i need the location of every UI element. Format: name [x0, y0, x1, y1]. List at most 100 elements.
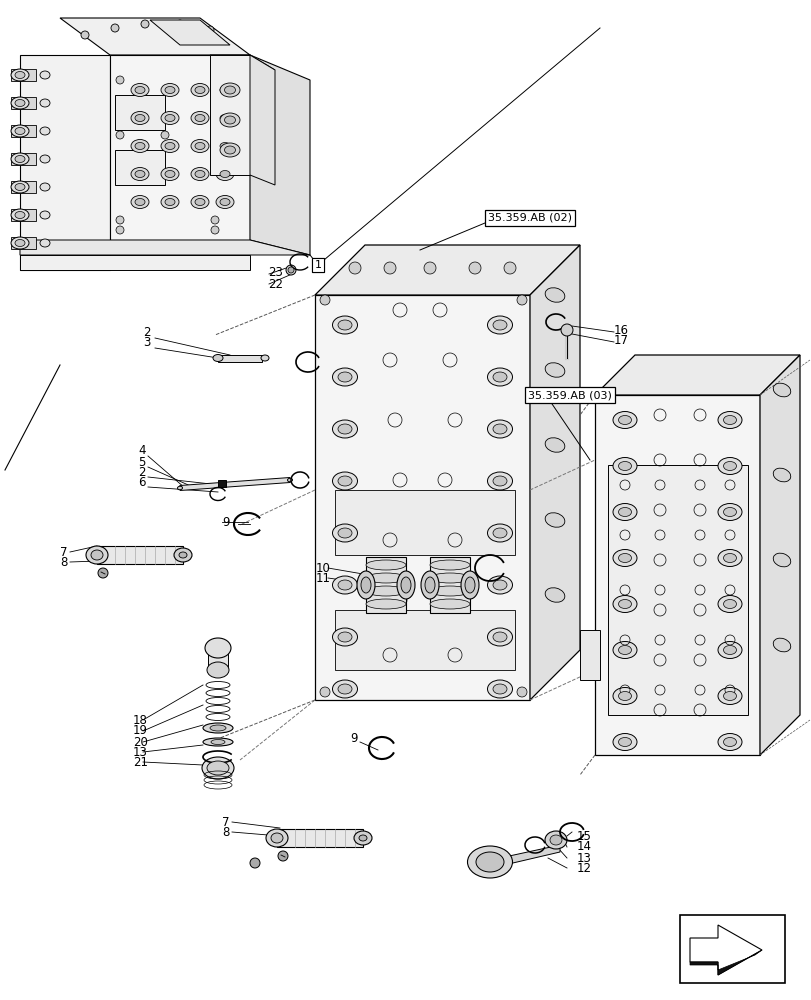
Bar [335, 490, 514, 555]
Polygon shape [250, 55, 310, 255]
Polygon shape [366, 557, 406, 613]
Ellipse shape [492, 684, 506, 694]
Ellipse shape [40, 127, 50, 135]
Polygon shape [594, 355, 799, 395]
Ellipse shape [15, 72, 25, 79]
Bar [11, 125, 36, 137]
Polygon shape [20, 55, 109, 270]
Text: 3: 3 [143, 336, 150, 350]
Ellipse shape [220, 113, 240, 127]
Ellipse shape [430, 599, 470, 609]
Ellipse shape [544, 588, 564, 602]
Circle shape [250, 858, 260, 868]
Ellipse shape [618, 738, 631, 746]
Ellipse shape [40, 155, 50, 163]
Bar [217, 480, 225, 487]
Ellipse shape [165, 114, 175, 121]
Circle shape [285, 265, 296, 275]
Ellipse shape [549, 835, 561, 845]
Ellipse shape [161, 111, 178, 124]
Ellipse shape [717, 550, 741, 566]
Ellipse shape [361, 577, 371, 593]
Ellipse shape [544, 288, 564, 302]
Ellipse shape [337, 580, 351, 590]
Ellipse shape [618, 692, 631, 700]
Ellipse shape [717, 504, 741, 520]
Ellipse shape [492, 528, 506, 538]
Ellipse shape [358, 835, 367, 841]
Ellipse shape [487, 576, 512, 594]
Text: 19: 19 [133, 724, 148, 738]
Ellipse shape [332, 524, 357, 542]
Ellipse shape [487, 524, 512, 542]
Ellipse shape [612, 642, 636, 658]
Ellipse shape [337, 372, 351, 382]
Circle shape [320, 687, 329, 697]
Polygon shape [217, 355, 262, 362]
Circle shape [211, 76, 219, 84]
Circle shape [277, 851, 288, 861]
Text: 12: 12 [577, 861, 591, 874]
Ellipse shape [487, 420, 512, 438]
Ellipse shape [11, 97, 29, 109]
Ellipse shape [203, 723, 233, 733]
Ellipse shape [401, 577, 410, 593]
Ellipse shape [131, 139, 148, 152]
Text: 23: 23 [268, 266, 282, 279]
Bar [607, 465, 747, 715]
Ellipse shape [161, 84, 178, 97]
Text: 7: 7 [221, 816, 230, 828]
Ellipse shape [40, 239, 50, 247]
Ellipse shape [366, 573, 406, 583]
Ellipse shape [135, 170, 145, 178]
Ellipse shape [723, 738, 736, 746]
Circle shape [116, 226, 124, 234]
Circle shape [176, 20, 184, 28]
Ellipse shape [220, 87, 230, 94]
Bar [11, 237, 36, 249]
Circle shape [211, 226, 219, 234]
Ellipse shape [723, 599, 736, 608]
Ellipse shape [430, 573, 470, 583]
Ellipse shape [15, 100, 25, 106]
Bar [11, 181, 36, 193]
Ellipse shape [612, 734, 636, 750]
Ellipse shape [220, 83, 240, 97]
Text: 18: 18 [133, 714, 148, 726]
Ellipse shape [266, 829, 288, 847]
Ellipse shape [224, 146, 235, 154]
Ellipse shape [618, 462, 631, 471]
Polygon shape [530, 245, 579, 700]
Ellipse shape [612, 504, 636, 520]
Ellipse shape [618, 599, 631, 608]
Ellipse shape [772, 383, 790, 397]
Ellipse shape [332, 576, 357, 594]
Polygon shape [60, 18, 250, 55]
Ellipse shape [618, 554, 631, 562]
Ellipse shape [131, 84, 148, 97]
Text: 1: 1 [314, 260, 321, 270]
Text: 6: 6 [138, 476, 145, 488]
Ellipse shape [15, 184, 25, 190]
Ellipse shape [337, 476, 351, 486]
Polygon shape [579, 630, 599, 680]
Ellipse shape [191, 84, 208, 97]
Circle shape [384, 262, 396, 274]
Ellipse shape [212, 355, 223, 361]
Ellipse shape [211, 740, 225, 744]
Ellipse shape [287, 478, 292, 482]
Circle shape [517, 687, 526, 697]
Ellipse shape [260, 355, 268, 361]
Circle shape [349, 262, 361, 274]
Ellipse shape [337, 320, 351, 330]
Circle shape [116, 76, 124, 84]
Text: 13: 13 [577, 852, 591, 864]
Ellipse shape [717, 412, 741, 428]
Ellipse shape [487, 368, 512, 386]
Circle shape [116, 216, 124, 224]
Ellipse shape [717, 458, 741, 475]
Ellipse shape [492, 476, 506, 486]
Circle shape [206, 26, 214, 34]
Ellipse shape [723, 554, 736, 562]
Bar [11, 97, 36, 109]
